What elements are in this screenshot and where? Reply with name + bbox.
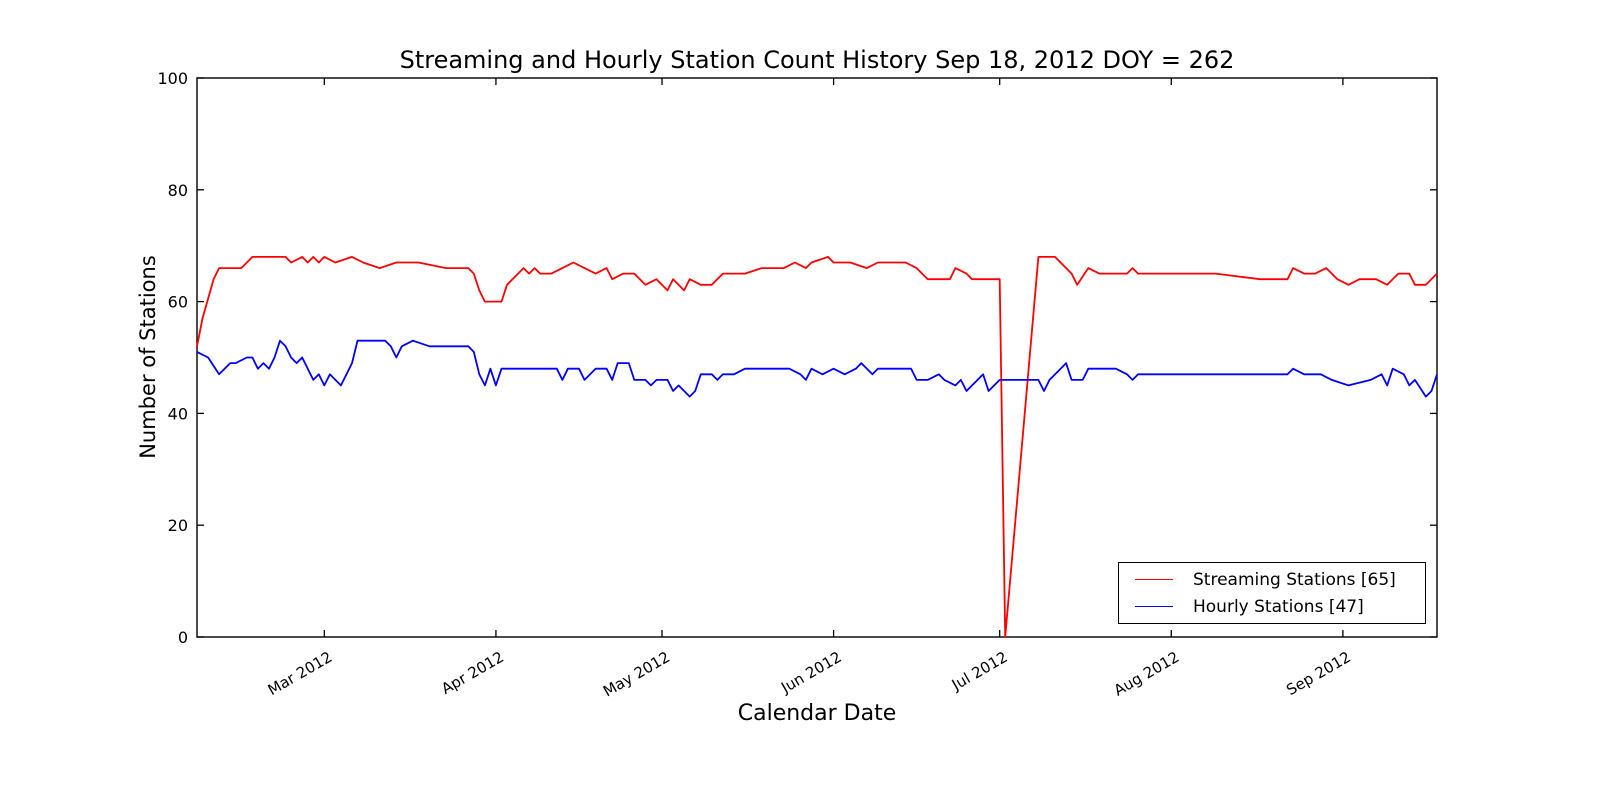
y-axis-label: Number of Stations (136, 255, 160, 459)
x-tick-label: Jun 2012 (777, 648, 844, 697)
chart-title: Streaming and Hourly Station Count Histo… (399, 46, 1235, 74)
x-tick-label: Jul 2012 (948, 648, 1011, 695)
y-tick-label: 20 (168, 516, 188, 535)
axes-frame (196, 77, 1438, 638)
streaming-line (196, 255, 1438, 638)
y-tick-label: 40 (168, 404, 188, 423)
x-axis-label: Calendar Date (737, 701, 897, 726)
y-tick-label: 0 (178, 628, 188, 647)
x-tick-label: Aug 2012 (1111, 648, 1183, 700)
legend-label-streaming: Streaming Stations [65] (1193, 569, 1396, 590)
legend-box: Streaming Stations [65] Hourly Stations … (1118, 562, 1426, 624)
streaming-line-sample (1135, 579, 1173, 580)
y-tick-label: 60 (168, 293, 188, 312)
legend-entry-streaming: Streaming Stations [65] (1119, 570, 1425, 590)
hourly-line-sample (1135, 606, 1173, 607)
y-tick-label: 80 (168, 181, 188, 200)
x-tick-label: May 2012 (600, 648, 673, 701)
y-tick-label: 100 (157, 69, 188, 88)
x-tick-label: Mar 2012 (265, 648, 336, 699)
x-tick-label: Sep 2012 (1283, 648, 1354, 699)
legend-label-hourly: Hourly Stations [47] (1193, 596, 1364, 617)
hourly-line (196, 339, 1438, 398)
legend-entry-hourly: Hourly Stations [47] (1119, 597, 1425, 617)
x-tick-label: Apr 2012 (438, 648, 507, 698)
